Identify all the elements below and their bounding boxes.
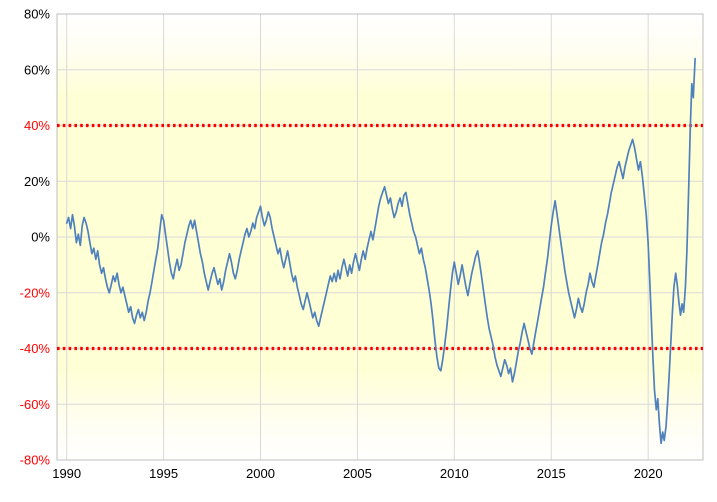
- y-tick-label: 60%: [24, 62, 50, 77]
- y-tick-label: -80%: [20, 453, 51, 468]
- y-tick-label: -60%: [20, 397, 51, 412]
- y-tick-label: 20%: [24, 174, 50, 189]
- y-tick-label: 40%: [24, 118, 50, 133]
- y-tick-label: -40%: [20, 341, 51, 356]
- y-tick-label: 0%: [31, 230, 50, 245]
- x-tick-label: 2000: [246, 466, 275, 481]
- x-tick-label: 2010: [440, 466, 469, 481]
- x-tick-label: 1990: [52, 466, 81, 481]
- plot-border: [56, 13, 704, 461]
- x-tick-label: 2005: [343, 466, 372, 481]
- y-tick-label: 80%: [24, 7, 50, 22]
- y-tick-label: -20%: [20, 285, 51, 300]
- x-tick-label: 2020: [634, 466, 663, 481]
- data-series-line: [65, 57, 696, 445]
- x-tick-label: 1995: [149, 466, 178, 481]
- x-tick-label: 2015: [537, 466, 566, 481]
